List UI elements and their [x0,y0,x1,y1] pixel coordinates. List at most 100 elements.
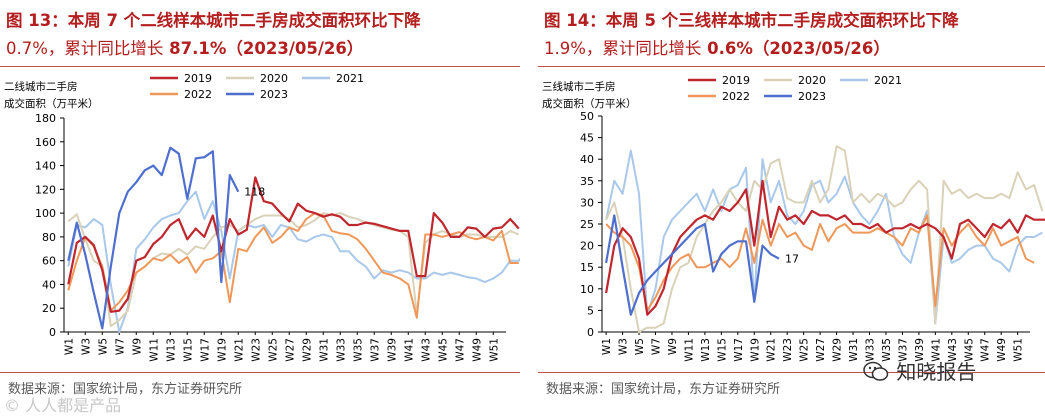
x-tick-label: W9 [131,338,143,355]
y-axis-title-line2: 成交面积（万平米） [4,97,99,110]
x-tick-label: W47 [980,338,992,362]
y-tick-label: 0 [587,326,594,339]
x-tick-label: W19 [749,338,761,362]
legend-label-2022: 2022 [184,88,212,101]
x-tick-label: W27 [284,338,296,362]
y-tick-label: 15 [580,261,594,274]
chart-panel-13: 图 13：本周 7 个二线样本城市二手房成交面积环比下降 0.7%，累计同比增长… [0,0,520,414]
x-tick-label: W35 [352,338,364,362]
x-tick-label: W3 [618,338,630,355]
x-tick-label: W41 [930,338,942,362]
data-label-latest: 17 [785,253,799,266]
x-tick-label: W43 [420,338,432,362]
source-note: 数据来源：国家统计局，东方证券研究所 [546,382,781,397]
x-tick-label: W11 [683,338,695,362]
legend-label-2023: 2023 [260,88,288,101]
x-tick-label: W13 [700,338,712,362]
series-line-2022 [67,212,519,319]
source-note: 数据来源：国家统计局，东方证券研究所 [8,382,243,397]
y-tick-label: 40 [42,278,56,291]
x-tick-label: W17 [733,338,745,362]
y-tick-label: 0 [49,326,56,339]
x-tick-label: W33 [335,338,347,362]
x-tick-label: W51 [1013,338,1025,362]
y-tick-label: 100 [35,207,56,220]
chart-title-line2: 0.7%，累计同比增长 87.1%（2023/05/26） [6,38,363,60]
chart-panel-14: 图 14：本周 5 个三线样本城市二手房成交面积环比下降 1.9%，累计同比增长… [538,0,1045,414]
y-tick-label: 180 [35,112,56,125]
y-axis-title-line1: 二线城市二手房 [4,80,78,93]
y-tick-label: 5 [587,304,594,317]
source-divider [0,372,520,373]
y-tick-label: 120 [35,183,56,196]
y-tick-label: 30 [580,196,594,209]
x-tick-label: W23 [782,338,794,362]
y-tick-label: 140 [35,160,56,173]
x-tick-label: W15 [182,338,194,362]
chart-title-line2-a: 1.9%，累计同比增长 [544,39,702,58]
y-tick-label: 160 [35,136,56,149]
x-tick-label: W31 [848,338,860,362]
series-line-2020 [605,145,1044,333]
x-tick-label: W45 [437,338,449,362]
x-tick-label: W21 [233,338,245,362]
title-divider [538,66,1045,67]
y-tick-label: 45 [580,132,594,145]
x-tick-label: W49 [471,338,483,362]
x-tick-label: W47 [454,338,466,362]
x-tick-label: W31 [318,338,330,362]
y-tick-label: 35 [580,175,594,188]
x-tick-label: W19 [216,338,228,362]
chart-title-line1: 图 13：本周 7 个二线样本城市二手房成交面积环比下降 [6,11,421,30]
legend-label-2020: 2020 [798,74,826,87]
legend-label-2019: 2019 [722,74,750,87]
x-tick-label: W1 [63,338,75,355]
x-tick-label: W35 [881,338,893,362]
legend-label-2020: 2020 [260,72,288,85]
x-tick-label: W39 [914,338,926,362]
x-tick-label: W25 [267,338,279,362]
legend-label-2021: 2021 [336,72,364,85]
wechat-icon [862,360,890,382]
x-tick-label: W37 [369,338,381,362]
y-tick-label: 80 [42,231,56,244]
y-tick-label: 20 [42,302,56,315]
y-axis-title-line2: 成交面积（万平米） [542,97,637,110]
series-line-2023 [605,214,780,316]
x-tick-label: W41 [403,338,415,362]
x-tick-label: W43 [947,338,959,362]
x-tick-label: W9 [667,338,679,355]
x-tick-label: W29 [832,338,844,362]
x-tick-label: W23 [250,338,262,362]
x-tick-label: W29 [301,338,313,362]
chart-title-line2-b: 0.6%（2023/05/26） [701,39,890,58]
legend-label-2022: 2022 [722,90,750,103]
x-tick-label: W5 [97,338,109,355]
series-line-2021 [605,149,1043,325]
x-tick-label: W25 [799,338,811,362]
x-tick-label: W5 [634,338,646,355]
y-tick-label: 60 [42,255,56,268]
y-axis-title-line1: 三线城市二手房 [542,80,616,93]
x-tick-label: W45 [963,338,975,362]
y-tick-label: 20 [580,240,594,253]
source-divider [538,372,1045,373]
watermark-left: © 人人都是产品 [4,396,122,415]
data-label-latest: 118 [244,186,265,199]
chart-title-line1: 图 14：本周 5 个三线样本城市二手房成交面积环比下降 [544,11,959,30]
legend-label-2023: 2023 [798,90,826,103]
series-line-2023 [67,146,240,330]
x-tick-label: W11 [148,338,160,362]
x-tick-label: W37 [897,338,909,362]
chart-title-line2-b: 87.1%（2023/05/26） [163,39,364,58]
watermark-text: 知晓报告 [896,360,977,384]
x-tick-label: W7 [114,338,126,355]
watermark: 知晓报告 [862,356,976,385]
x-tick-label: W49 [996,338,1008,362]
x-tick-label: W1 [601,338,613,355]
x-tick-label: W51 [488,338,500,362]
x-tick-label: W21 [766,338,778,362]
series-line-2021 [67,190,520,333]
